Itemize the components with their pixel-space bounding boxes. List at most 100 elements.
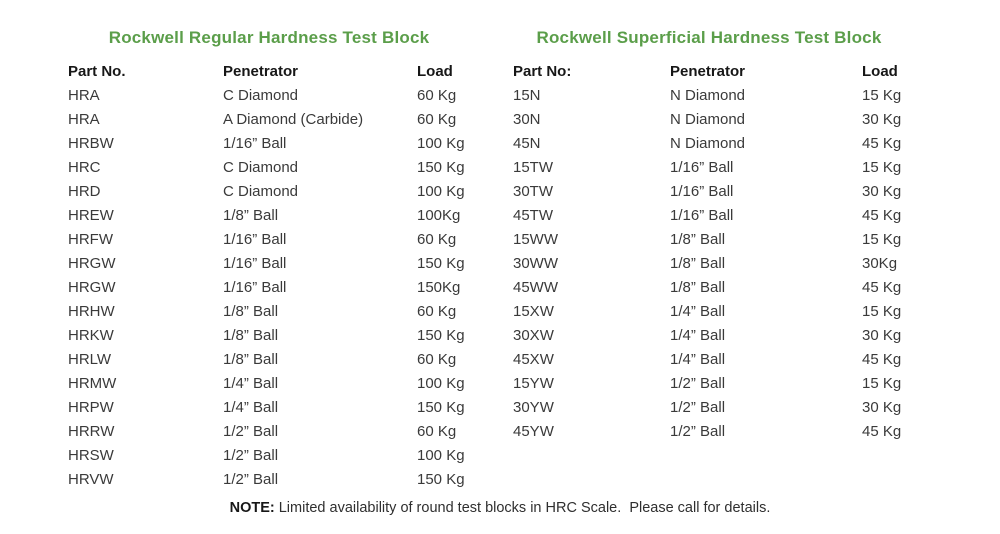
load-cell: 100 Kg xyxy=(417,135,465,152)
regular-table-header-row: Part No. Penetrator Load xyxy=(68,63,470,80)
load-cell: 45 Kg xyxy=(862,207,902,224)
part-no-cell: 45N xyxy=(513,135,541,152)
load-cell: 15 Kg xyxy=(862,303,902,320)
table-row: HRA A Diamond (Carbide) 60 Kg xyxy=(68,108,470,132)
part-no-cell: HRFW xyxy=(68,231,113,248)
load-cell: 150 Kg xyxy=(417,471,465,488)
load-cell: 100 Kg xyxy=(417,183,465,200)
load-cell: 15 Kg xyxy=(862,375,902,392)
load-cell: 15 Kg xyxy=(862,231,902,248)
penetrator-cell: 1/4” Ball xyxy=(670,303,726,320)
penetrator-cell: 1/16” Ball xyxy=(223,231,287,248)
column-header-part-no: Part No. xyxy=(68,63,126,80)
superficial-hardness-table-section: Rockwell Superficial Hardness Test Block… xyxy=(513,28,905,444)
load-cell: 150 Kg xyxy=(417,399,465,416)
regular-table-body: HRA C Diamond 60 Kg HRA A Diamond (Carbi… xyxy=(68,84,470,492)
part-no-cell: 30TW xyxy=(513,183,554,200)
penetrator-cell: N Diamond xyxy=(670,87,746,104)
note-text: Limited availability of round test block… xyxy=(274,500,771,516)
penetrator-cell: 1/16” Ball xyxy=(223,255,287,272)
load-cell: 60 Kg xyxy=(417,351,457,368)
table-row: 45N N Diamond 45 Kg xyxy=(513,132,905,156)
penetrator-cell: C Diamond xyxy=(223,183,299,200)
penetrator-cell: 1/16” Ball xyxy=(670,159,734,176)
table-row: HRMW 1/4” Ball 100 Kg xyxy=(68,372,470,396)
load-cell: 45 Kg xyxy=(862,423,902,440)
load-cell: 60 Kg xyxy=(417,423,457,440)
table-row: 15WW 1/8” Ball 15 Kg xyxy=(513,228,905,252)
table-row: 45TW 1/16” Ball 45 Kg xyxy=(513,204,905,228)
table-row: 45WW 1/8” Ball 45 Kg xyxy=(513,276,905,300)
availability-note: NOTE: Limited availability of round test… xyxy=(0,499,1000,517)
part-no-cell: HRD xyxy=(68,183,101,200)
part-no-cell: 45WW xyxy=(513,279,558,296)
table-row: 45XW 1/4” Ball 45 Kg xyxy=(513,348,905,372)
table-row: HRHW 1/8” Ball 60 Kg xyxy=(68,300,470,324)
penetrator-cell: 1/2” Ball xyxy=(670,399,726,416)
part-no-cell: HRGW xyxy=(68,279,116,296)
column-header-part-no: Part No: xyxy=(513,63,572,80)
table-row: HRC C Diamond 150 Kg xyxy=(68,156,470,180)
part-no-cell: HRKW xyxy=(68,327,114,344)
load-cell: 30 Kg xyxy=(862,111,902,128)
load-cell: 100 Kg xyxy=(417,375,465,392)
table-row: HRKW 1/8” Ball 150 Kg xyxy=(68,324,470,348)
table-row: HRBW 1/16” Ball 100 Kg xyxy=(68,132,470,156)
part-no-cell: HRLW xyxy=(68,351,112,368)
table-row: 30YW 1/2” Ball 30 Kg xyxy=(513,396,905,420)
penetrator-cell: 1/2” Ball xyxy=(670,375,726,392)
column-header-load: Load xyxy=(417,63,453,80)
load-cell: 60 Kg xyxy=(417,231,457,248)
table-row: HRRW 1/2” Ball 60 Kg xyxy=(68,420,470,444)
part-no-cell: 15WW xyxy=(513,231,558,248)
load-cell: 45 Kg xyxy=(862,135,902,152)
penetrator-cell: C Diamond xyxy=(223,159,299,176)
table-row: 30TW 1/16” Ball 30 Kg xyxy=(513,180,905,204)
part-no-cell: HRHW xyxy=(68,303,115,320)
penetrator-cell: 1/16” Ball xyxy=(223,279,287,296)
part-no-cell: HRBW xyxy=(68,135,114,152)
penetrator-cell: 1/4” Ball xyxy=(223,399,279,416)
regular-hardness-table-section: Rockwell Regular Hardness Test Block Par… xyxy=(68,28,470,492)
load-cell: 30 Kg xyxy=(862,399,902,416)
load-cell: 30 Kg xyxy=(862,327,902,344)
penetrator-cell: 1/2” Ball xyxy=(670,423,726,440)
regular-table-title: Rockwell Regular Hardness Test Block xyxy=(108,28,430,47)
part-no-cell: HRA xyxy=(68,87,100,104)
part-no-cell: 45TW xyxy=(513,207,554,224)
penetrator-cell: 1/8” Ball xyxy=(223,351,279,368)
table-row: HRLW 1/8” Ball 60 Kg xyxy=(68,348,470,372)
load-cell: 30 Kg xyxy=(862,183,902,200)
table-row: HRSW 1/2” Ball 100 Kg xyxy=(68,444,470,468)
penetrator-cell: C Diamond xyxy=(223,87,299,104)
table-row: HRGW 1/16” Ball 150Kg xyxy=(68,276,470,300)
table-row: 15N N Diamond 15 Kg xyxy=(513,84,905,108)
part-no-cell: HRVW xyxy=(68,471,114,488)
part-no-cell: 30WW xyxy=(513,255,558,272)
column-header-penetrator: Penetrator xyxy=(223,63,299,80)
part-no-cell: HRGW xyxy=(68,255,116,272)
table-row: HREW 1/8” Ball 100Kg xyxy=(68,204,470,228)
column-header-penetrator: Penetrator xyxy=(670,63,746,80)
load-cell: 150 Kg xyxy=(417,159,465,176)
table-row: 15TW 1/16” Ball 15 Kg xyxy=(513,156,905,180)
table-row: HRGW 1/16” Ball 150 Kg xyxy=(68,252,470,276)
note-label: NOTE: xyxy=(229,500,275,516)
part-no-cell: 30XW xyxy=(513,327,554,344)
load-cell: 60 Kg xyxy=(417,87,457,104)
part-no-cell: HRRW xyxy=(68,423,115,440)
load-cell: 30Kg xyxy=(862,255,898,272)
column-header-load: Load xyxy=(862,63,898,80)
superficial-table-header-row: Part No: Penetrator Load xyxy=(513,63,905,80)
penetrator-cell: 1/8” Ball xyxy=(670,279,726,296)
table-row: HRA C Diamond 60 Kg xyxy=(68,84,470,108)
load-cell: 45 Kg xyxy=(862,351,902,368)
penetrator-cell: 1/8” Ball xyxy=(223,327,279,344)
part-no-cell: 15N xyxy=(513,87,541,104)
load-cell: 150Kg xyxy=(417,279,461,296)
load-cell: 100 Kg xyxy=(417,447,465,464)
penetrator-cell: 1/8” Ball xyxy=(223,207,279,224)
part-no-cell: HRMW xyxy=(68,375,117,392)
part-no-cell: 45YW xyxy=(513,423,554,440)
